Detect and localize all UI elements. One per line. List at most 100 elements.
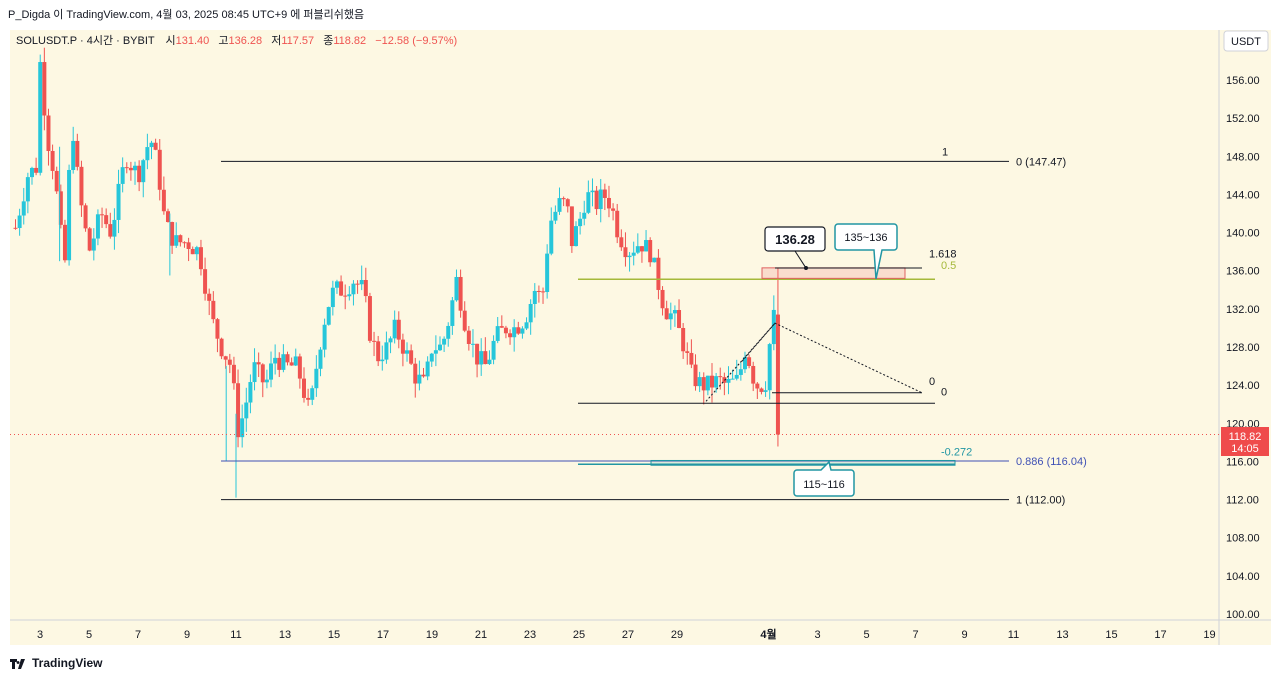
- currency-box[interactable]: [1223, 30, 1269, 52]
- candle-body: [726, 378, 731, 383]
- candle-body: [219, 338, 224, 357]
- x-tick-label: 3: [814, 629, 820, 641]
- currency-label: USDT: [1231, 36, 1261, 48]
- candle-body: [479, 351, 484, 365]
- x-tick-label: 7: [912, 629, 918, 641]
- candle-body: [318, 349, 323, 369]
- candle-body: [742, 357, 747, 370]
- candle-body: [677, 310, 682, 328]
- x-tick-label: 19: [426, 629, 438, 641]
- candle-body: [293, 356, 298, 366]
- candle-body: [425, 361, 430, 377]
- fib-level-label: 0 (147.47): [1016, 156, 1066, 168]
- candle-body: [62, 224, 67, 261]
- price-callout-dot: [804, 266, 808, 271]
- candle-body: [21, 201, 26, 216]
- candle-body: [351, 283, 356, 295]
- candle-body: [495, 326, 500, 341]
- candle-body: [545, 253, 550, 293]
- candle-body: [112, 219, 117, 237]
- candle-body: [227, 359, 232, 365]
- resistance-zone-box[interactable]: [761, 267, 906, 279]
- support-zone-box[interactable]: [650, 459, 956, 466]
- candle-body: [42, 62, 47, 116]
- candle-body: [631, 252, 636, 256]
- x-tick-label: 9: [184, 629, 190, 641]
- x-tick-label: 21: [475, 629, 487, 641]
- candle-body: [384, 342, 389, 360]
- candle-body: [347, 294, 352, 297]
- triangle-pattern-leg: [741, 322, 776, 362]
- triangle-pattern[interactable]: [705, 322, 923, 402]
- x-tick-label: 11: [230, 629, 241, 641]
- candle-body: [178, 235, 183, 243]
- candle-body: [516, 327, 521, 334]
- x-tick-label: 15: [1105, 629, 1117, 641]
- candle-body: [466, 330, 471, 344]
- candle-body: [693, 364, 698, 387]
- candle-body: [594, 190, 599, 210]
- ext-1-618-label: 1.618: [929, 248, 957, 260]
- x-tick-label: 17: [1154, 629, 1166, 641]
- candle-body: [578, 218, 583, 227]
- candle-body: [656, 257, 661, 290]
- candle-body: [231, 364, 236, 384]
- chart-background: [10, 30, 1219, 620]
- x-tick-label: 9: [961, 629, 967, 641]
- candle-body: [611, 208, 616, 211]
- candle-body: [137, 165, 142, 183]
- candle-body: [182, 242, 187, 244]
- candle-body: [644, 240, 649, 252]
- candle-body: [396, 319, 401, 340]
- candle-body: [553, 211, 558, 221]
- x-tick-label: 5: [863, 629, 869, 641]
- candle-body: [79, 166, 84, 206]
- candle-body: [330, 287, 335, 308]
- y-tick-label: 140.00: [1226, 228, 1260, 240]
- candle-body: [153, 142, 158, 150]
- candle-body: [491, 340, 496, 360]
- zone-top-callout[interactable]: [834, 223, 898, 280]
- candle-body: [13, 227, 18, 229]
- candle-body: [306, 397, 311, 400]
- candle-body: [417, 374, 422, 384]
- zone-bottom-callout[interactable]: [793, 460, 855, 497]
- legend-open-label: 시: [166, 35, 176, 47]
- y-tick-label: 148.00: [1226, 151, 1260, 163]
- x-tick-label: 15: [328, 629, 340, 641]
- candle-body: [203, 269, 208, 294]
- candle-body: [301, 378, 306, 398]
- candle-body: [775, 314, 780, 435]
- y-tick-label: 144.00: [1226, 189, 1260, 201]
- candle-body: [252, 362, 257, 383]
- candle-body: [619, 237, 624, 248]
- candle-body: [557, 198, 562, 212]
- candle-body: [326, 307, 331, 325]
- candle-body: [91, 238, 96, 251]
- y-tick-label: 112.00: [1226, 495, 1259, 507]
- candle-body: [751, 365, 756, 384]
- candle-body: [363, 280, 368, 297]
- candle-body: [569, 206, 574, 247]
- candle-body: [685, 351, 690, 353]
- candle-body: [170, 222, 175, 246]
- candle-body: [120, 167, 125, 184]
- candle-body: [128, 167, 133, 171]
- candle-body: [648, 240, 653, 263]
- candle-body: [372, 340, 377, 342]
- candle-body: [524, 322, 529, 329]
- candle-body: [165, 211, 170, 223]
- candle-body: [133, 165, 138, 171]
- legend-symbol[interactable]: SOLUSDT.P · 4시간 · BYBIT: [16, 34, 155, 47]
- candle-body: [668, 313, 673, 320]
- footer-brand[interactable]: TradingView: [10, 656, 102, 670]
- y-tick-label: 136.00: [1226, 266, 1260, 278]
- candle-body: [701, 377, 706, 391]
- candle-body: [388, 338, 393, 343]
- candle-body: [256, 362, 261, 365]
- x-tick-label: 5: [86, 629, 92, 641]
- candle-body: [104, 215, 109, 225]
- candle-body: [709, 375, 714, 388]
